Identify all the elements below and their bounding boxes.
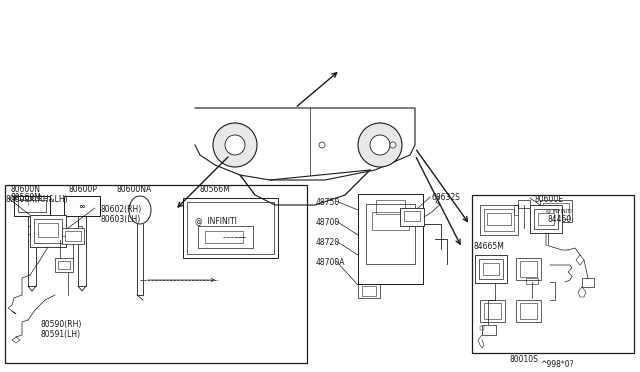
- Circle shape: [358, 123, 402, 167]
- Bar: [5, 185, 307, 363]
- Bar: [30, 215, 66, 247]
- Bar: [64, 196, 100, 216]
- Circle shape: [370, 135, 390, 155]
- Bar: [358, 284, 380, 298]
- Bar: [376, 200, 405, 214]
- Bar: [543, 203, 569, 219]
- Circle shape: [213, 123, 257, 167]
- Bar: [484, 303, 501, 319]
- Bar: [472, 195, 634, 353]
- Bar: [372, 212, 409, 230]
- Bar: [55, 258, 73, 272]
- Bar: [18, 200, 46, 212]
- Bar: [366, 204, 415, 264]
- Text: 80600N: 80600N: [10, 185, 40, 194]
- Text: ∞: ∞: [79, 202, 86, 211]
- Text: 80566M: 80566M: [200, 185, 231, 194]
- Bar: [205, 231, 243, 243]
- Bar: [582, 278, 594, 287]
- Text: 80602(RH): 80602(RH): [100, 205, 141, 214]
- Bar: [540, 200, 572, 222]
- Bar: [183, 198, 278, 258]
- Bar: [358, 194, 423, 284]
- Bar: [14, 196, 50, 216]
- Bar: [530, 205, 562, 233]
- Text: 48700A: 48700A: [316, 258, 346, 267]
- Text: @ INFINITI: @ INFINITI: [546, 208, 572, 213]
- Bar: [516, 258, 541, 280]
- Text: 80603(LH): 80603(LH): [100, 215, 140, 224]
- Bar: [483, 263, 499, 275]
- Circle shape: [225, 135, 245, 155]
- Bar: [400, 208, 424, 226]
- Bar: [520, 303, 537, 319]
- Text: 48750: 48750: [316, 198, 340, 207]
- Text: 48720: 48720: [316, 238, 340, 247]
- Bar: [362, 286, 376, 296]
- Text: 80600NA: 80600NA: [116, 185, 151, 194]
- Ellipse shape: [129, 196, 151, 224]
- Text: 80568M: 80568M: [10, 193, 41, 202]
- Bar: [484, 261, 501, 277]
- Bar: [480, 258, 505, 280]
- Text: 80600P: 80600P: [68, 185, 97, 194]
- Text: 84460: 84460: [548, 215, 572, 224]
- Bar: [482, 325, 496, 335]
- Bar: [480, 205, 518, 235]
- Text: 80600E: 80600E: [535, 195, 564, 204]
- Bar: [404, 211, 420, 221]
- Bar: [187, 202, 274, 254]
- Circle shape: [390, 142, 396, 148]
- Bar: [516, 300, 541, 322]
- Bar: [538, 213, 554, 225]
- Text: ^998*0?: ^998*0?: [540, 360, 573, 369]
- Bar: [526, 278, 538, 284]
- Text: 80010S: 80010S: [510, 355, 539, 364]
- Bar: [518, 200, 530, 208]
- Bar: [520, 261, 537, 277]
- Text: 80591(LH): 80591(LH): [40, 330, 80, 339]
- Bar: [34, 219, 62, 243]
- Bar: [198, 226, 253, 248]
- Text: 48700: 48700: [316, 218, 340, 227]
- Text: 84665M: 84665M: [474, 242, 505, 251]
- Text: @  INFINITI: @ INFINITI: [195, 216, 237, 225]
- Bar: [38, 223, 58, 237]
- Bar: [62, 228, 84, 244]
- Polygon shape: [195, 108, 415, 180]
- Text: 68632S: 68632S: [432, 193, 461, 202]
- Circle shape: [319, 142, 325, 148]
- Bar: [479, 259, 503, 279]
- Bar: [487, 213, 511, 225]
- Bar: [480, 300, 505, 322]
- Bar: [484, 209, 514, 231]
- Text: 80590(RH): 80590(RH): [40, 320, 81, 329]
- Text: 80600X(RH&LH): 80600X(RH&LH): [5, 195, 68, 204]
- Bar: [65, 231, 81, 241]
- Bar: [475, 255, 507, 283]
- Bar: [534, 209, 558, 229]
- Bar: [58, 261, 70, 269]
